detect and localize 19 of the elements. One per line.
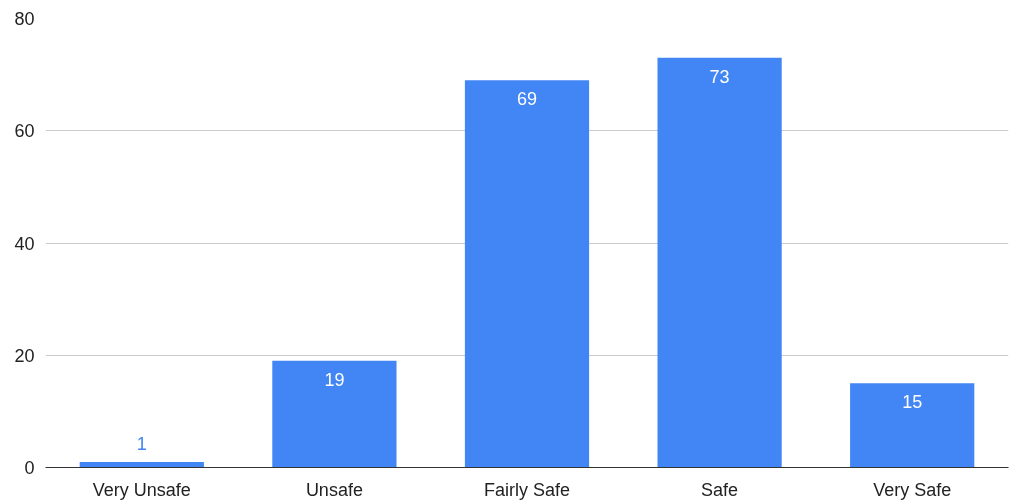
y-tick-label: 0 bbox=[24, 458, 35, 478]
bar bbox=[850, 383, 975, 468]
y-tick-label: 20 bbox=[14, 345, 35, 366]
data-label: 73 bbox=[709, 66, 730, 87]
y-tick-label: 60 bbox=[14, 121, 35, 142]
data-label: 69 bbox=[516, 89, 538, 110]
y-tick-label: 40 bbox=[14, 233, 35, 254]
data-label: 19 bbox=[324, 369, 345, 390]
y-tick-label: 80 bbox=[14, 9, 35, 29]
x-tick-label: Very Unsafe bbox=[92, 479, 191, 500]
x-tick-label: Fairly Safe bbox=[483, 479, 571, 500]
data-label: 1 bbox=[136, 433, 147, 454]
bar bbox=[657, 57, 782, 468]
bar bbox=[272, 360, 397, 468]
x-tick-label: Very Safe bbox=[873, 479, 952, 500]
x-tick-label: Safe bbox=[701, 479, 739, 500]
x-tick-label: Unsafe bbox=[305, 479, 363, 500]
data-label: 15 bbox=[902, 392, 923, 413]
bar bbox=[464, 80, 590, 468]
